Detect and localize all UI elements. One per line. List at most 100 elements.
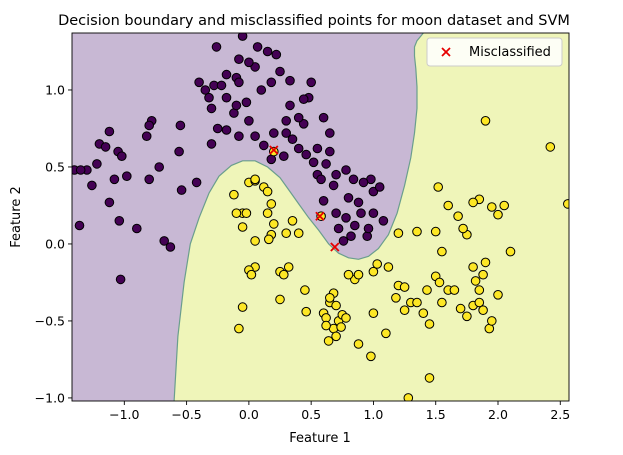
y-tick-label: −1.0	[35, 390, 65, 405]
class-0-point	[211, 42, 222, 52]
y-axis-ticks: −1.0 −0.5 0.0 0.5 1.0	[35, 82, 72, 405]
class-0-point	[298, 94, 309, 104]
class-0-point	[176, 185, 187, 195]
class-1-point	[391, 293, 401, 303]
class-0-point	[318, 112, 329, 123]
class-0-point	[114, 216, 125, 226]
class-0-point	[174, 146, 184, 157]
legend-misclassified-marker	[441, 47, 451, 57]
class-1-point	[474, 285, 485, 295]
class-0-point	[212, 123, 223, 134]
class-0-point	[316, 174, 326, 185]
class-1-point	[424, 373, 435, 383]
class-1-point	[480, 257, 491, 268]
class-1-point	[237, 222, 248, 232]
class-0-point	[237, 33, 248, 41]
class-0-point	[356, 208, 366, 218]
x-tick-label: 2.5	[550, 407, 570, 422]
class-1-point	[433, 182, 444, 192]
x-tick-label: 2.0	[488, 407, 508, 422]
class-1-point	[266, 199, 277, 209]
class-0-point	[244, 116, 254, 126]
legend: Misclassified	[426, 37, 563, 67]
class-1-point	[353, 339, 364, 349]
class-0-point	[338, 236, 349, 246]
class-0-point	[252, 42, 263, 52]
class-0-point	[256, 85, 267, 95]
x-tick-label: −0.5	[171, 407, 201, 422]
class-1-point	[336, 322, 346, 332]
class-1-point	[269, 146, 279, 157]
class-0-point	[306, 77, 317, 88]
class-1-point	[422, 285, 432, 295]
class-1-point	[331, 300, 341, 311]
class-0-point	[234, 131, 244, 141]
class-1-point	[262, 208, 273, 218]
legend-label: Misclassified	[469, 45, 551, 60]
class-0-point	[144, 120, 154, 131]
class-1-point	[412, 297, 422, 308]
class-1-point	[470, 276, 481, 286]
misclassified-markers	[269, 145, 340, 252]
class-1-point	[418, 308, 429, 319]
class-1-point	[269, 219, 279, 229]
class-1-point	[563, 199, 569, 209]
class-0-point	[154, 162, 164, 172]
class-0-point	[234, 54, 244, 65]
class-0-point	[362, 231, 373, 241]
class-1-point	[403, 393, 414, 401]
y-axis-label: Feature 2	[9, 186, 24, 248]
legend-x-marker	[441, 47, 451, 57]
class-0-point	[275, 66, 285, 77]
class-0-point	[175, 120, 186, 131]
class-1-point	[368, 266, 379, 277]
class-0-point	[301, 149, 312, 160]
class-1-point	[343, 269, 354, 280]
class-1-point	[366, 351, 376, 362]
class-0-point	[221, 92, 232, 103]
class-0-point	[343, 193, 354, 203]
class-1-point	[321, 320, 331, 331]
class-1-point	[241, 208, 252, 218]
class-0-point	[353, 197, 364, 208]
class-0-point	[104, 197, 115, 208]
class-0-point	[281, 116, 292, 126]
class-0-point	[285, 75, 295, 86]
x-axis-ticks: −1.0 −0.5 0.0 0.5 1.0 1.5 2.0 2.5	[109, 401, 570, 422]
class-1-point	[468, 262, 478, 272]
class-0-point	[293, 143, 304, 154]
class-1-point	[341, 313, 351, 323]
class-0-point	[122, 171, 132, 181]
class-1-point	[478, 269, 488, 280]
class-1-point	[383, 262, 394, 272]
class-0-point	[231, 100, 242, 111]
class-1-point	[237, 302, 248, 312]
class-0-region	[72, 33, 424, 401]
class-1-point	[250, 236, 260, 246]
class-1-point	[399, 282, 410, 292]
class-1-point	[287, 216, 298, 226]
class-1-point	[493, 290, 503, 300]
class-0-point	[271, 49, 282, 60]
class-0-point	[259, 140, 269, 151]
class-0-point	[191, 177, 202, 188]
class-0-point	[165, 242, 176, 252]
class-1-point	[412, 226, 422, 237]
class-1-point	[443, 200, 454, 211]
x-tick-label: −1.0	[109, 407, 139, 422]
class-0-point	[216, 80, 227, 91]
class-1-point	[323, 336, 334, 346]
class-0-point	[363, 223, 374, 234]
class-1-point	[487, 202, 497, 212]
class-1-point	[250, 174, 260, 185]
x-tick-label: 0.5	[301, 407, 321, 422]
class-1-point	[231, 208, 242, 218]
chart-title: Decision boundary and misclassified poin…	[58, 13, 570, 29]
class-1-point	[279, 269, 289, 280]
plot-frame	[71, 32, 570, 402]
class-0-point	[331, 169, 341, 180]
decision-boundary-line	[173, 33, 425, 401]
class-1-point	[331, 331, 341, 342]
class-0-point	[100, 142, 111, 152]
class-0-point	[87, 180, 97, 191]
